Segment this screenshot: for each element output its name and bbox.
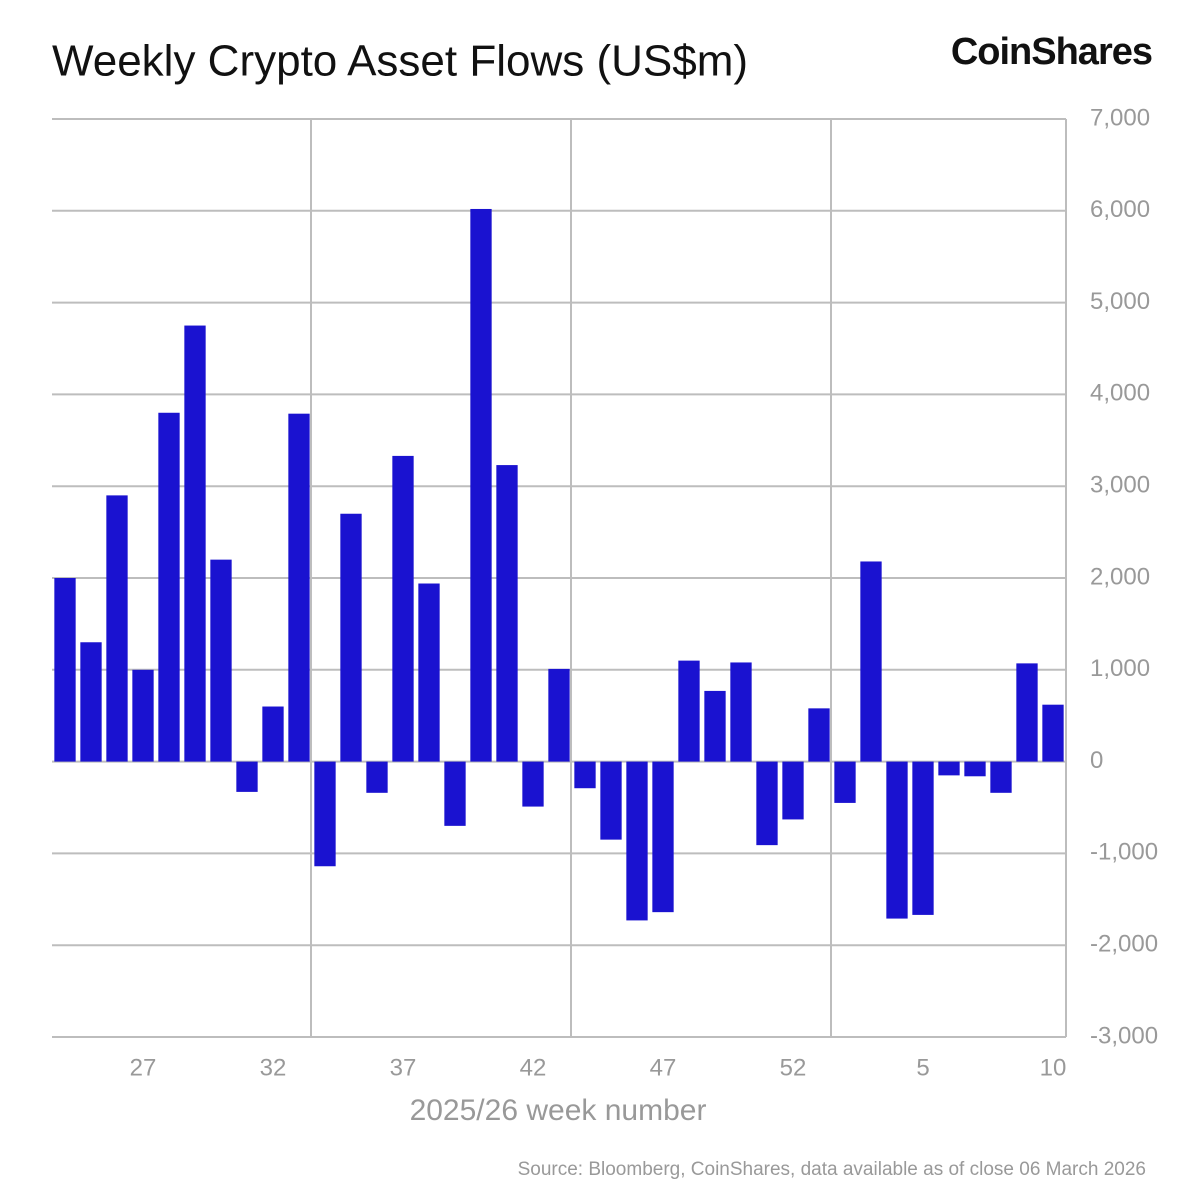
bar xyxy=(496,465,518,762)
bar xyxy=(80,642,102,762)
x-tick-label: 47 xyxy=(650,1054,677,1081)
y-tick-label: 0 xyxy=(1090,747,1103,774)
bar xyxy=(730,662,752,762)
bar xyxy=(132,669,154,762)
y-tick-label: -2,000 xyxy=(1090,931,1158,958)
x-axis-label: 2025/26 week number xyxy=(410,1094,707,1127)
bar xyxy=(678,660,700,762)
bar xyxy=(340,513,362,762)
bar xyxy=(938,761,960,776)
bar xyxy=(1042,704,1064,762)
bar xyxy=(184,325,206,762)
bar xyxy=(1016,663,1038,762)
x-tick-label: 5 xyxy=(916,1054,929,1081)
bar xyxy=(314,761,336,867)
bar xyxy=(782,761,804,820)
y-tick-label: -1,000 xyxy=(1090,839,1158,866)
y-tick-label: 2,000 xyxy=(1090,563,1150,590)
y-tick-label: 5,000 xyxy=(1090,288,1150,315)
bar xyxy=(522,761,544,807)
bar xyxy=(262,706,284,762)
bar xyxy=(210,559,232,762)
bar xyxy=(964,761,986,777)
x-tick-label: 42 xyxy=(520,1054,547,1081)
bar xyxy=(106,495,128,762)
x-tick-label: 52 xyxy=(780,1054,807,1081)
bar xyxy=(912,761,934,915)
bar xyxy=(834,761,856,803)
bar xyxy=(600,761,622,840)
bar xyxy=(990,761,1012,793)
bar xyxy=(860,561,882,762)
bar xyxy=(470,208,492,762)
bar xyxy=(626,761,648,921)
x-tick-label: 10 xyxy=(1040,1054,1067,1081)
bar xyxy=(756,761,778,846)
chart-title: Weekly Crypto Asset Flows (US$m) xyxy=(52,37,748,86)
brand-logo: CoinShares xyxy=(951,31,1152,73)
bar xyxy=(704,690,726,762)
bar xyxy=(392,455,414,762)
y-tick-label: 7,000 xyxy=(1090,104,1150,131)
y-tick-label: 3,000 xyxy=(1090,472,1150,499)
bar xyxy=(574,761,596,789)
bar xyxy=(444,761,466,826)
x-tick-label: 37 xyxy=(390,1054,417,1081)
x-tick-label: 32 xyxy=(260,1054,287,1081)
x-tick-label: 27 xyxy=(130,1054,157,1081)
bar xyxy=(54,578,76,762)
bar xyxy=(418,583,440,762)
y-tick-label: -3,000 xyxy=(1090,1022,1158,1049)
bar xyxy=(288,413,310,762)
y-tick-label: 6,000 xyxy=(1090,196,1150,223)
bar xyxy=(652,761,674,913)
bar xyxy=(808,708,830,762)
y-tick-label: 1,000 xyxy=(1090,655,1150,682)
y-tick-label: 4,000 xyxy=(1090,380,1150,407)
bar xyxy=(366,761,388,793)
bar xyxy=(886,761,908,919)
bar xyxy=(236,761,258,792)
bar xyxy=(158,412,180,762)
bar xyxy=(548,668,570,762)
source-note: Source: Bloomberg, CoinShares, data avai… xyxy=(518,1159,1146,1180)
